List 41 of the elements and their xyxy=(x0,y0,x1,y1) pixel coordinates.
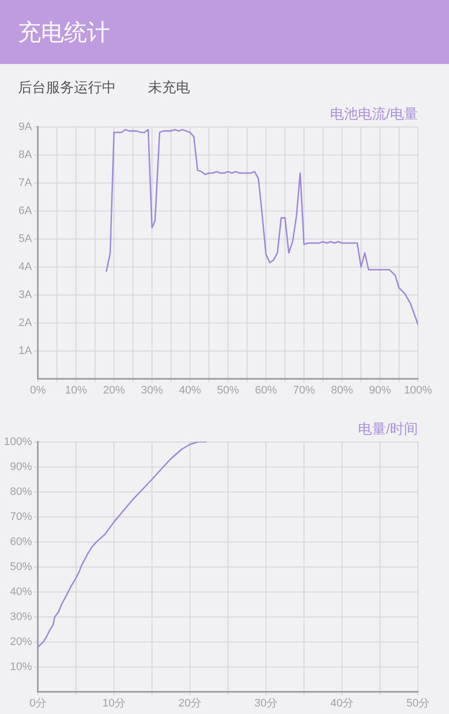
y-tick-label: 4A xyxy=(18,260,33,273)
x-tick-label: 40分 xyxy=(330,698,354,710)
y-tick-label: 90% xyxy=(10,460,32,473)
x-tick-label: 90% xyxy=(368,384,392,397)
x-tick-label: 40% xyxy=(178,384,202,397)
y-tick-label: 2A xyxy=(18,316,33,329)
text: 后台服务运行中 xyxy=(18,78,116,96)
y-tick-label: 20% xyxy=(10,636,32,648)
chart-title: 电量/时间 xyxy=(358,420,418,436)
x-tick-label: 30分 xyxy=(254,698,278,710)
chart-subtitle: 电池电流/电量 xyxy=(330,105,418,122)
y-tick-label: 7A xyxy=(18,176,33,189)
chart-title: 充电统计 xyxy=(18,18,110,46)
x-tick-label: 10% xyxy=(64,384,88,397)
y-tick-label: 60% xyxy=(10,536,32,548)
x-tick-label: 20分 xyxy=(178,698,202,710)
y-tick-label: 10% xyxy=(10,661,32,674)
x-tick-label: 50% xyxy=(216,384,240,397)
x-tick-label: 50分 xyxy=(406,698,430,710)
text: 未充电 xyxy=(148,78,190,96)
y-tick-label: 80% xyxy=(10,486,32,498)
y-tick-label: 5A xyxy=(18,232,33,245)
y-tick-label: 40% xyxy=(10,586,32,598)
x-tick-label: 80% xyxy=(330,384,354,397)
x-tick-label: 0% xyxy=(30,384,46,397)
y-tick-label: 50% xyxy=(10,560,32,573)
y-tick-label: 100% xyxy=(4,436,32,448)
x-tick-label: 20% xyxy=(102,384,126,397)
y-tick-label: 70% xyxy=(10,510,32,523)
y-tick-label: 8A xyxy=(18,148,33,161)
y-tick-label: 6A xyxy=(18,204,33,217)
y-tick-label: 1A xyxy=(18,345,33,358)
y-tick-label: 3A xyxy=(18,288,33,301)
x-tick-label: 0分 xyxy=(29,698,47,710)
x-tick-label: 70% xyxy=(292,384,316,397)
x-tick-label: 10分 xyxy=(102,698,126,710)
x-tick-label: 60% xyxy=(254,384,278,397)
x-tick-label: 100% xyxy=(404,384,432,397)
x-tick-label: 30% xyxy=(140,384,164,397)
y-tick-label: 9A xyxy=(18,120,33,133)
y-tick-label: 30% xyxy=(10,610,32,623)
